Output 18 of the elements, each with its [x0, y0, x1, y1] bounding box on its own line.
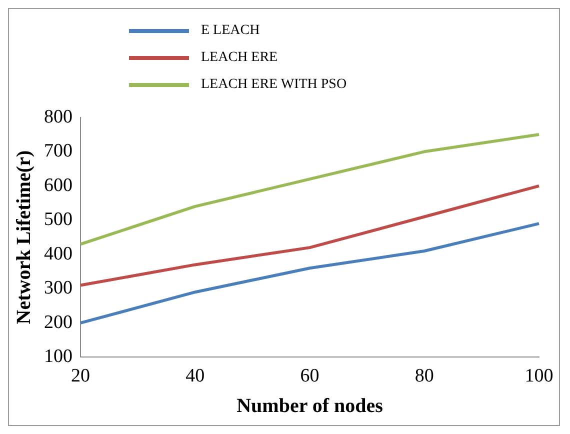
y-tick-label: 700 [44, 140, 72, 162]
legend-label: LEACH ERE [201, 50, 278, 66]
y-axis-title: Network Lifetime(r) [13, 150, 36, 324]
y-tick-label: 400 [44, 243, 72, 264]
y-tick-label: 200 [44, 312, 72, 333]
legend-label: E LEACH [201, 22, 260, 38]
y-tick-label: 500 [44, 209, 72, 230]
x-tick-label: 40 [186, 366, 205, 387]
x-tick-label: 100 [524, 366, 554, 387]
x-tick-label: 20 [71, 366, 90, 387]
x-tick-label: 80 [414, 366, 434, 387]
x-axis-title: Number of nodes [236, 395, 384, 418]
y-tick-label: 800 [44, 106, 72, 128]
y-tick-label: 100 [44, 346, 72, 368]
y-tick-label: 300 [44, 278, 72, 299]
legend-label: LEACH ERE WITH PSO [201, 76, 347, 92]
y-tick-label: 600 [44, 174, 72, 196]
x-tick-label: 60 [300, 366, 320, 387]
